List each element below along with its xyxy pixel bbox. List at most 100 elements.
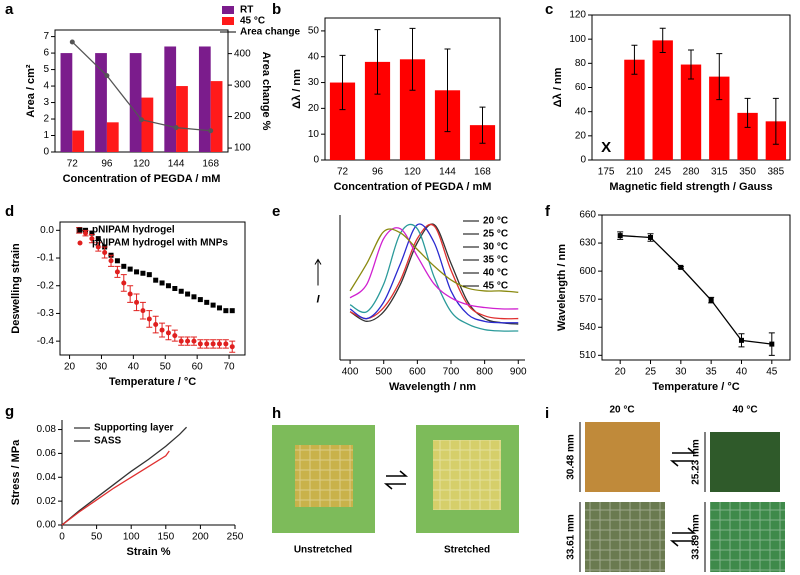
panel-label: c	[545, 1, 553, 18]
x-tick-label: 72	[337, 167, 349, 178]
bar	[141, 97, 154, 152]
y-tick-label: 0.06	[37, 448, 57, 459]
marker	[204, 341, 210, 347]
marker	[102, 249, 108, 255]
y-tick-label: -0.3	[37, 308, 55, 319]
marker	[185, 291, 191, 297]
marker	[95, 236, 101, 242]
marker	[229, 344, 235, 350]
y-tick-label: 50	[308, 26, 320, 37]
x-axis-label: Concentration of PEGDA / mM	[334, 181, 492, 193]
panel-label: b	[272, 1, 281, 18]
line	[61, 450, 170, 526]
x-tick-label: 400	[342, 367, 359, 378]
panel-label: e	[272, 203, 280, 220]
y-tick-label: 40	[308, 51, 320, 62]
x-tick-label: 35	[706, 367, 718, 378]
marker	[165, 330, 171, 336]
x-tick-label: 800	[476, 367, 493, 378]
panel-label: h	[272, 405, 281, 422]
y-tick-label: 7	[43, 31, 49, 42]
panel-label: a	[5, 1, 14, 18]
x-tick-label: 40	[128, 362, 140, 373]
reversible-arrow	[669, 527, 697, 547]
y-tick-label: 100	[569, 34, 586, 45]
x-tick-label: 70	[223, 362, 235, 373]
y-tick-label: -0.2	[37, 280, 55, 291]
marker	[185, 338, 191, 344]
legend-label: Area change	[240, 27, 300, 38]
y-axis-arrow	[314, 258, 322, 286]
error-bar	[409, 27, 416, 91]
x-tick-label: 600	[409, 367, 426, 378]
bar	[709, 76, 730, 160]
caption: Stretched	[444, 545, 490, 556]
y-axis-label: Wavelength / nm	[556, 244, 568, 331]
legend-label: Supporting layer	[94, 423, 174, 434]
film-grid	[295, 445, 353, 507]
reversible-arrow	[669, 447, 697, 467]
x-axis-label: Temperature / °C	[109, 376, 196, 388]
marker	[172, 333, 178, 339]
error-bar	[631, 44, 638, 75]
marker	[134, 299, 140, 305]
bar	[652, 40, 673, 160]
line	[349, 228, 519, 293]
marker	[738, 337, 744, 343]
marker	[216, 341, 222, 347]
y2-tick-label: 400	[234, 48, 251, 59]
caption: Unstretched	[294, 545, 352, 556]
x-tick-label: 144	[439, 167, 456, 178]
y-tick-label: 40	[575, 106, 587, 117]
marker	[140, 270, 146, 276]
x-tick-label: 100	[123, 532, 140, 543]
x-tick-label: 30	[96, 362, 108, 373]
y-tick-label: 660	[579, 210, 596, 221]
marker	[95, 244, 101, 250]
photo-grid	[710, 502, 785, 572]
x-axis-label: Wavelength / nm	[389, 381, 476, 393]
y-tick-label: 570	[579, 294, 596, 305]
y2-axis-label: Area change %	[260, 52, 272, 131]
x-tick-label: 20	[615, 367, 627, 378]
legend-label: RT	[240, 5, 253, 16]
error-bar	[444, 48, 451, 133]
marker	[121, 263, 127, 269]
legend-label: pNIPAM hydrogel	[92, 225, 175, 236]
marker	[216, 305, 222, 311]
marker	[172, 286, 178, 291]
x-axis-label: Concentration of PEGDA / mM	[63, 173, 221, 185]
marker	[127, 266, 133, 272]
film-grid	[433, 440, 501, 510]
marker	[153, 277, 159, 283]
marker	[89, 236, 95, 242]
error-bar	[744, 97, 751, 128]
x-tick-label: 0	[59, 532, 65, 543]
line	[349, 223, 519, 325]
panel-label: f	[545, 203, 551, 220]
marker	[77, 240, 83, 246]
marker	[139, 117, 144, 123]
x-tick-label: 25	[645, 367, 657, 378]
y-tick-label: 80	[575, 58, 587, 69]
x-tick-label: 168	[202, 159, 219, 170]
y-axis-label: Stress / MPa	[10, 439, 22, 505]
dimension: 30.48 mm	[566, 434, 577, 480]
marker	[114, 258, 120, 264]
legend-label: 40 °C	[483, 268, 508, 279]
y-tick-label: 0.08	[37, 424, 57, 435]
x-tick-label: 350	[739, 167, 756, 178]
x-tick-label: 45	[766, 367, 778, 378]
marker	[83, 230, 89, 236]
marker	[197, 341, 203, 347]
x-tick-label: 900	[510, 367, 527, 378]
panel-label: g	[5, 403, 14, 420]
marker	[229, 308, 235, 314]
error-bar	[339, 54, 346, 111]
error-bar	[772, 97, 779, 145]
y-tick-label: 60	[575, 82, 587, 93]
marker	[134, 269, 140, 275]
panel-label: d	[5, 203, 14, 220]
y-axis-label: I	[316, 293, 320, 305]
